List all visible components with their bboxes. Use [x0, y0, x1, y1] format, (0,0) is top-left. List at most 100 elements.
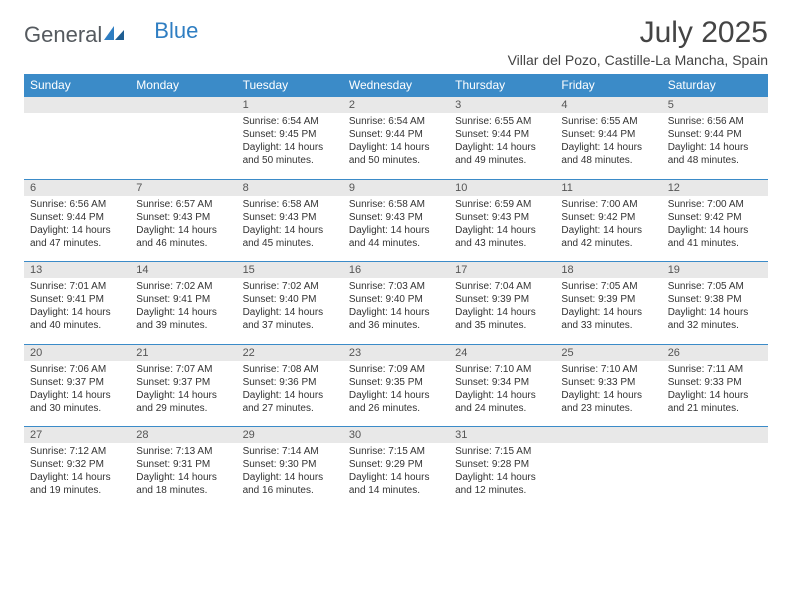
cell-daylight1: Daylight: 14 hours	[455, 389, 549, 402]
logo-text-blue: Blue	[154, 18, 198, 44]
day-content-cell: Sunrise: 7:11 AMSunset: 9:33 PMDaylight:…	[662, 361, 768, 427]
cell-sunset: Sunset: 9:36 PM	[243, 376, 337, 389]
cell-sunrise: Sunrise: 7:05 AM	[561, 280, 655, 293]
day-content-cell: Sunrise: 7:15 AMSunset: 9:29 PMDaylight:…	[343, 443, 449, 509]
cell-daylight2: and 44 minutes.	[349, 237, 443, 250]
cell-daylight2: and 16 minutes.	[243, 484, 337, 497]
cell-sunset: Sunset: 9:43 PM	[243, 211, 337, 224]
day-number-cell: 28	[130, 427, 236, 444]
day-number-cell: 14	[130, 262, 236, 279]
cell-daylight2: and 40 minutes.	[30, 319, 124, 332]
day-content-cell: Sunrise: 7:02 AMSunset: 9:41 PMDaylight:…	[130, 278, 236, 344]
cell-sunrise: Sunrise: 7:08 AM	[243, 363, 337, 376]
cell-daylight2: and 46 minutes.	[136, 237, 230, 250]
cell-sunrise: Sunrise: 7:00 AM	[668, 198, 762, 211]
day-number-cell: 26	[662, 344, 768, 361]
day-content-cell: Sunrise: 6:56 AMSunset: 9:44 PMDaylight:…	[662, 113, 768, 179]
cell-sunrise: Sunrise: 7:15 AM	[349, 445, 443, 458]
cell-sunrise: Sunrise: 7:01 AM	[30, 280, 124, 293]
day-content-cell: Sunrise: 7:00 AMSunset: 9:42 PMDaylight:…	[555, 196, 661, 262]
day-content-cell: Sunrise: 7:05 AMSunset: 9:38 PMDaylight:…	[662, 278, 768, 344]
day-content-cell: Sunrise: 6:55 AMSunset: 9:44 PMDaylight:…	[555, 113, 661, 179]
cell-daylight2: and 27 minutes.	[243, 402, 337, 415]
day-number-cell: 10	[449, 179, 555, 196]
cell-daylight1: Daylight: 14 hours	[668, 306, 762, 319]
cell-sunrise: Sunrise: 7:00 AM	[561, 198, 655, 211]
cell-sunrise: Sunrise: 6:55 AM	[561, 115, 655, 128]
day-number-cell: 20	[24, 344, 130, 361]
cell-sunset: Sunset: 9:40 PM	[349, 293, 443, 306]
weekday-sunday: Sunday	[24, 74, 130, 97]
cell-sunset: Sunset: 9:33 PM	[561, 376, 655, 389]
day-number-cell: 9	[343, 179, 449, 196]
cell-daylight1: Daylight: 14 hours	[561, 389, 655, 402]
cell-daylight1: Daylight: 14 hours	[30, 306, 124, 319]
location-text: Villar del Pozo, Castille-La Mancha, Spa…	[508, 52, 768, 68]
day-number-cell: 13	[24, 262, 130, 279]
cell-daylight2: and 45 minutes.	[243, 237, 337, 250]
cell-daylight2: and 42 minutes.	[561, 237, 655, 250]
cell-daylight1: Daylight: 14 hours	[455, 471, 549, 484]
cell-sunrise: Sunrise: 6:58 AM	[349, 198, 443, 211]
cell-sunrise: Sunrise: 6:59 AM	[455, 198, 549, 211]
cell-daylight2: and 49 minutes.	[455, 154, 549, 167]
cell-daylight1: Daylight: 14 hours	[136, 224, 230, 237]
cell-daylight2: and 50 minutes.	[349, 154, 443, 167]
cell-sunrise: Sunrise: 6:54 AM	[349, 115, 443, 128]
cell-daylight1: Daylight: 14 hours	[30, 224, 124, 237]
cell-daylight2: and 41 minutes.	[668, 237, 762, 250]
cell-sunset: Sunset: 9:44 PM	[455, 128, 549, 141]
day-number-cell: 18	[555, 262, 661, 279]
day-number-cell: 6	[24, 179, 130, 196]
cell-daylight1: Daylight: 14 hours	[561, 141, 655, 154]
cell-daylight2: and 18 minutes.	[136, 484, 230, 497]
day-number-cell: 12	[662, 179, 768, 196]
cell-daylight1: Daylight: 14 hours	[455, 141, 549, 154]
cell-daylight2: and 21 minutes.	[668, 402, 762, 415]
day-content-cell: Sunrise: 6:58 AMSunset: 9:43 PMDaylight:…	[237, 196, 343, 262]
day-content-cell: Sunrise: 6:59 AMSunset: 9:43 PMDaylight:…	[449, 196, 555, 262]
cell-daylight1: Daylight: 14 hours	[30, 389, 124, 402]
day-number-cell: 22	[237, 344, 343, 361]
day-content-cell: Sunrise: 7:10 AMSunset: 9:34 PMDaylight:…	[449, 361, 555, 427]
day-content-row: Sunrise: 6:54 AMSunset: 9:45 PMDaylight:…	[24, 113, 768, 179]
cell-sunrise: Sunrise: 6:58 AM	[243, 198, 337, 211]
cell-daylight1: Daylight: 14 hours	[30, 471, 124, 484]
day-number-cell: 29	[237, 427, 343, 444]
cell-sunset: Sunset: 9:38 PM	[668, 293, 762, 306]
cell-daylight2: and 32 minutes.	[668, 319, 762, 332]
day-content-cell: Sunrise: 7:05 AMSunset: 9:39 PMDaylight:…	[555, 278, 661, 344]
cell-daylight2: and 30 minutes.	[30, 402, 124, 415]
cell-sunrise: Sunrise: 7:13 AM	[136, 445, 230, 458]
day-number-cell: 17	[449, 262, 555, 279]
cell-daylight2: and 36 minutes.	[349, 319, 443, 332]
day-number-cell: 8	[237, 179, 343, 196]
day-content-row: Sunrise: 7:01 AMSunset: 9:41 PMDaylight:…	[24, 278, 768, 344]
cell-daylight1: Daylight: 14 hours	[668, 141, 762, 154]
cell-daylight1: Daylight: 14 hours	[455, 306, 549, 319]
day-content-cell: Sunrise: 7:04 AMSunset: 9:39 PMDaylight:…	[449, 278, 555, 344]
cell-daylight2: and 19 minutes.	[30, 484, 124, 497]
cell-sunrise: Sunrise: 7:06 AM	[30, 363, 124, 376]
day-number-cell: 31	[449, 427, 555, 444]
cell-sunrise: Sunrise: 7:11 AM	[668, 363, 762, 376]
weekday-friday: Friday	[555, 74, 661, 97]
day-content-row: Sunrise: 6:56 AMSunset: 9:44 PMDaylight:…	[24, 196, 768, 262]
day-number-row: 20212223242526	[24, 344, 768, 361]
day-number-cell: 2	[343, 97, 449, 114]
day-content-cell: Sunrise: 7:01 AMSunset: 9:41 PMDaylight:…	[24, 278, 130, 344]
cell-sunrise: Sunrise: 6:55 AM	[455, 115, 549, 128]
title-block: July 2025 Villar del Pozo, Castille-La M…	[508, 16, 768, 68]
cell-daylight1: Daylight: 14 hours	[349, 141, 443, 154]
day-content-cell: Sunrise: 7:10 AMSunset: 9:33 PMDaylight:…	[555, 361, 661, 427]
day-content-cell: Sunrise: 7:00 AMSunset: 9:42 PMDaylight:…	[662, 196, 768, 262]
cell-daylight2: and 39 minutes.	[136, 319, 230, 332]
cell-sunset: Sunset: 9:44 PM	[349, 128, 443, 141]
day-number-cell	[24, 97, 130, 114]
cell-daylight1: Daylight: 14 hours	[349, 224, 443, 237]
day-number-row: 2728293031	[24, 427, 768, 444]
cell-sunrise: Sunrise: 7:03 AM	[349, 280, 443, 293]
cell-sunset: Sunset: 9:44 PM	[668, 128, 762, 141]
cell-sunrise: Sunrise: 7:02 AM	[136, 280, 230, 293]
cell-daylight2: and 29 minutes.	[136, 402, 230, 415]
